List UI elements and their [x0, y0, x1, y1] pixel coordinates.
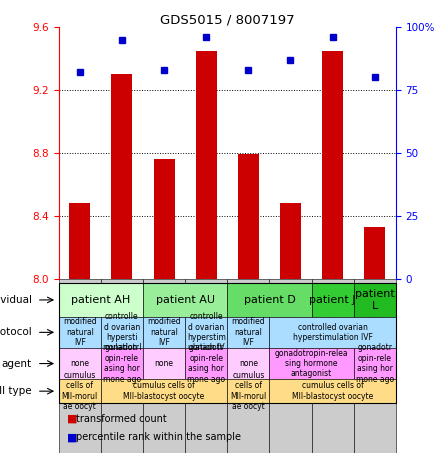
Bar [153, 159, 174, 279]
Text: gonadotropin-relea
sing hormone
antagonist: gonadotropin-relea sing hormone antagoni… [274, 349, 348, 378]
Bar [143, 317, 185, 348]
Bar [227, 283, 311, 317]
Bar [227, 317, 269, 348]
Bar [143, 283, 227, 317]
Text: protocol: protocol [0, 328, 32, 337]
Text: gonadotr
opin-rele
asing hor
mone ago: gonadotr opin-rele asing hor mone ago [102, 343, 141, 384]
Text: cell type: cell type [0, 386, 32, 396]
Text: controlled ovarian
hyperstimulation IVF: controlled ovarian hyperstimulation IVF [292, 323, 372, 342]
Text: agent: agent [2, 359, 32, 369]
Text: ■: ■ [67, 432, 78, 442]
Text: cumulus cells of
MII-blastocyst oocyte: cumulus cells of MII-blastocyst oocyte [123, 381, 204, 401]
Bar [101, 317, 143, 348]
Bar [59, 348, 101, 379]
Text: patient AU: patient AU [155, 295, 214, 305]
Bar [101, 379, 227, 403]
Text: percentile rank within the sample: percentile rank within the sample [76, 432, 240, 442]
Text: cumulus
cells of
MII-morul
ae oocyt: cumulus cells of MII-morul ae oocyt [62, 371, 98, 411]
Bar [143, 348, 185, 379]
Text: individual: individual [0, 295, 32, 305]
Bar [185, 279, 227, 453]
Bar [363, 227, 385, 279]
Text: gonadotr
opin-rele
asing hor
mone ago: gonadotr opin-rele asing hor mone ago [187, 343, 225, 384]
Text: modified
natural
IVF: modified natural IVF [147, 318, 181, 347]
Bar [353, 348, 395, 379]
Bar [111, 74, 132, 279]
Bar [185, 348, 227, 379]
Bar [237, 154, 258, 279]
Bar [269, 379, 395, 403]
Text: none: none [70, 359, 89, 368]
Text: transformed count: transformed count [76, 414, 167, 424]
Title: GDS5015 / 8007197: GDS5015 / 8007197 [160, 13, 294, 26]
Bar [101, 279, 143, 453]
Bar [227, 279, 269, 453]
Text: patient D: patient D [243, 295, 295, 305]
Bar [143, 279, 185, 453]
Text: gonadotr
opin-rele
asing hor
mone ago: gonadotr opin-rele asing hor mone ago [355, 343, 393, 384]
Text: cumulus cells of
MII-blastocyst oocyte: cumulus cells of MII-blastocyst oocyte [291, 381, 372, 401]
Bar [59, 317, 101, 348]
Bar [269, 279, 311, 453]
Bar [311, 279, 353, 453]
Text: patient J: patient J [309, 295, 355, 305]
Bar [227, 379, 269, 403]
Text: controlle
d ovarian
hypersti
mulation I: controlle d ovarian hypersti mulation I [102, 312, 141, 352]
Text: cumulus
cells of
MII-morul
ae oocyt: cumulus cells of MII-morul ae oocyt [230, 371, 266, 411]
Bar [69, 203, 90, 279]
Bar [101, 348, 143, 379]
Bar [353, 279, 395, 453]
Text: modified
natural
IVF: modified natural IVF [63, 318, 96, 347]
Bar [321, 51, 342, 279]
Bar [227, 348, 269, 379]
Bar [59, 283, 143, 317]
Bar [279, 203, 300, 279]
Text: modified
natural
IVF: modified natural IVF [231, 318, 265, 347]
Bar [185, 317, 227, 348]
Bar [353, 283, 395, 317]
Text: patient
L: patient L [354, 289, 394, 311]
Text: patient AH: patient AH [71, 295, 130, 305]
Bar [195, 51, 216, 279]
Text: none: none [238, 359, 257, 368]
Bar [269, 348, 353, 379]
Bar [59, 279, 101, 453]
Text: ■: ■ [67, 414, 78, 424]
Text: none: none [154, 359, 173, 368]
Bar [59, 379, 101, 403]
Bar [269, 317, 395, 348]
Bar [311, 283, 353, 317]
Text: controlle
d ovarian
hyperstim
ulation IV: controlle d ovarian hyperstim ulation IV [186, 312, 225, 352]
